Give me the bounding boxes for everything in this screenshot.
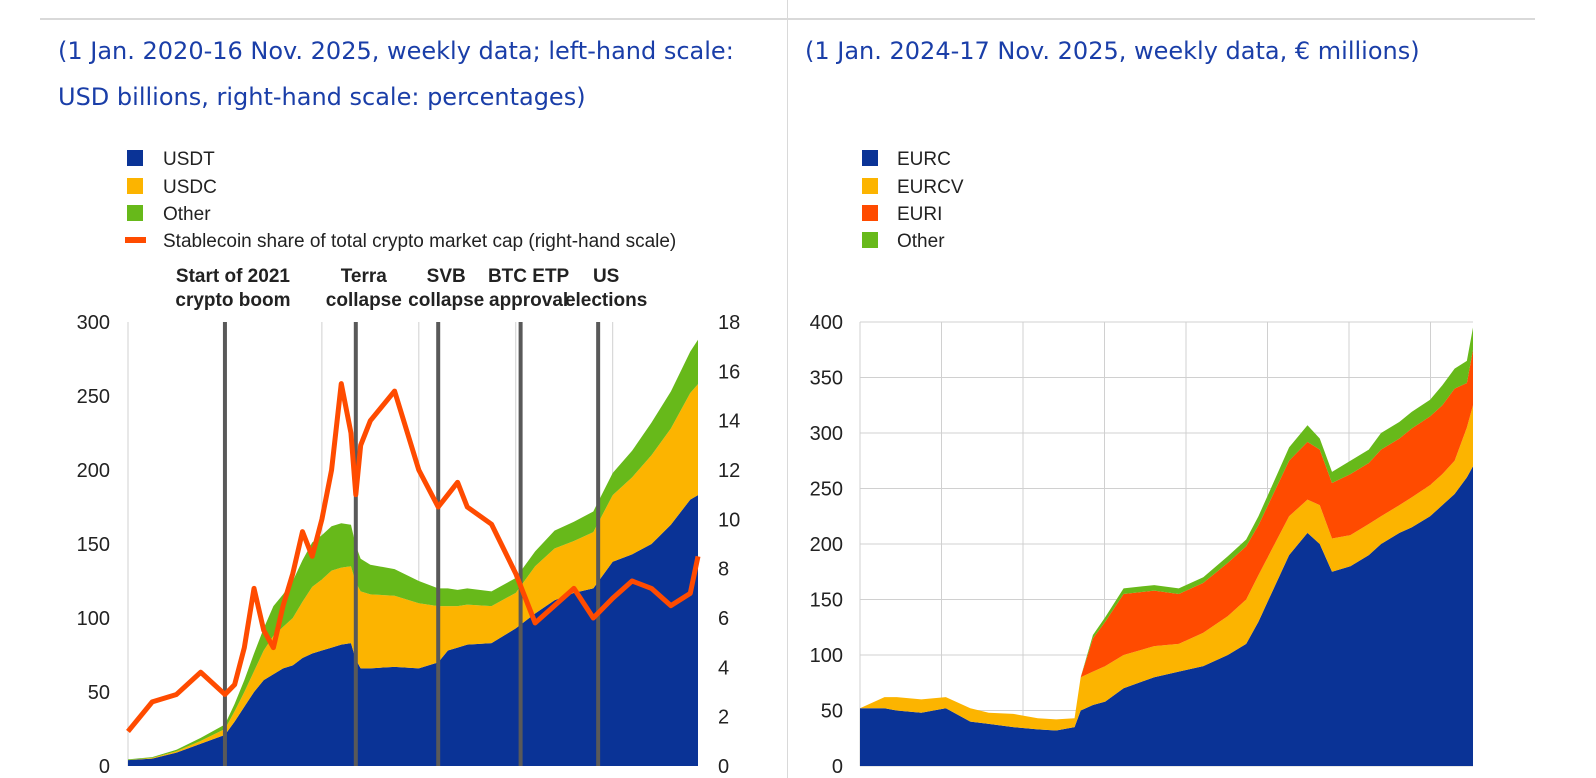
y-tick-label: 0 — [99, 756, 110, 778]
stablecoin-market-cap-chart: Start of 2021 crypto boom Terra collapse SVB… — [77, 149, 741, 778]
event-label: elections — [565, 290, 647, 311]
y-tick-label: 300 — [810, 423, 843, 445]
event-label: US — [593, 266, 619, 287]
legend-swatch — [127, 205, 143, 221]
left-chart-subtitle: (1 Jan. 2020-16 Nov. 2025, weekly data; … — [58, 37, 734, 111]
y-tick-label: 0 — [832, 756, 843, 778]
area-usdc — [128, 384, 698, 761]
legend-swatch — [862, 205, 878, 221]
y-tick-label: 100 — [810, 645, 843, 667]
euro-stablecoin-chart: 0 50 100 150 200 250 300 350 400 EURC EURCV EURI Oth… — [810, 149, 1473, 778]
y-tick-label: 250 — [77, 386, 110, 408]
event-label: collapse — [408, 290, 484, 311]
y2-tick-label: 8 — [718, 559, 729, 581]
y-tick-label: 350 — [810, 368, 843, 390]
event-label: SVB — [427, 266, 466, 287]
legend-label: Other — [897, 231, 945, 252]
y-tick-label: 300 — [77, 312, 110, 334]
y2-tick-label: 4 — [718, 657, 729, 679]
y-tick-label: 200 — [810, 534, 843, 556]
area-eurc — [860, 466, 1473, 766]
y-tick-label: 400 — [810, 312, 843, 334]
legend-label: EURI — [897, 204, 942, 225]
y2-tick-label: 2 — [718, 707, 729, 729]
y-tick-label: 50 — [88, 682, 110, 704]
y-tick-label: 150 — [810, 590, 843, 612]
area-euri — [860, 349, 1473, 720]
legend-label: USDT — [163, 149, 215, 170]
area-usdt — [128, 495, 698, 766]
event-label: Terra — [341, 266, 388, 287]
legend-swatch — [862, 232, 878, 248]
y2-tick-label: 0 — [718, 756, 729, 778]
event-label: crypto boom — [175, 290, 290, 311]
y2-tick-label: 16 — [718, 361, 740, 383]
y-tick-label: 100 — [77, 608, 110, 630]
y2-tick-label: 12 — [718, 460, 740, 482]
legend-label: USDC — [163, 177, 217, 198]
legend-swatch — [862, 178, 878, 194]
line-stablecoin-share — [126, 381, 701, 734]
y-tick-label: 200 — [77, 460, 110, 482]
event-label: approval — [489, 290, 568, 311]
legend-label: Stablecoin share of total crypto market … — [163, 231, 676, 252]
y2-tick-label: 14 — [718, 411, 740, 433]
legend-swatch — [127, 178, 143, 194]
legend-swatch — [862, 150, 878, 166]
y-tick-label: 150 — [77, 534, 110, 556]
y-tick-label: 50 — [821, 701, 843, 723]
y2-tick-label: 6 — [718, 608, 729, 630]
event-label: BTC ETP — [488, 266, 570, 287]
legend-swatch — [125, 237, 146, 243]
legend-label: Other — [163, 204, 211, 225]
y2-tick-label: 18 — [718, 312, 740, 334]
legend-label: EURC — [897, 149, 951, 170]
legend-label: EURCV — [897, 177, 964, 198]
area-eurcv — [860, 405, 1473, 731]
y2-tick-label: 10 — [718, 509, 740, 531]
event-label: Start of 2021 — [176, 266, 290, 287]
y-tick-label: 250 — [810, 479, 843, 501]
right-chart-subtitle: (1 Jan. 2024-17 Nov. 2025, weekly data, … — [805, 37, 1420, 65]
panel-divider — [787, 0, 788, 778]
event-label: collapse — [326, 290, 402, 311]
legend-swatch — [127, 150, 143, 166]
